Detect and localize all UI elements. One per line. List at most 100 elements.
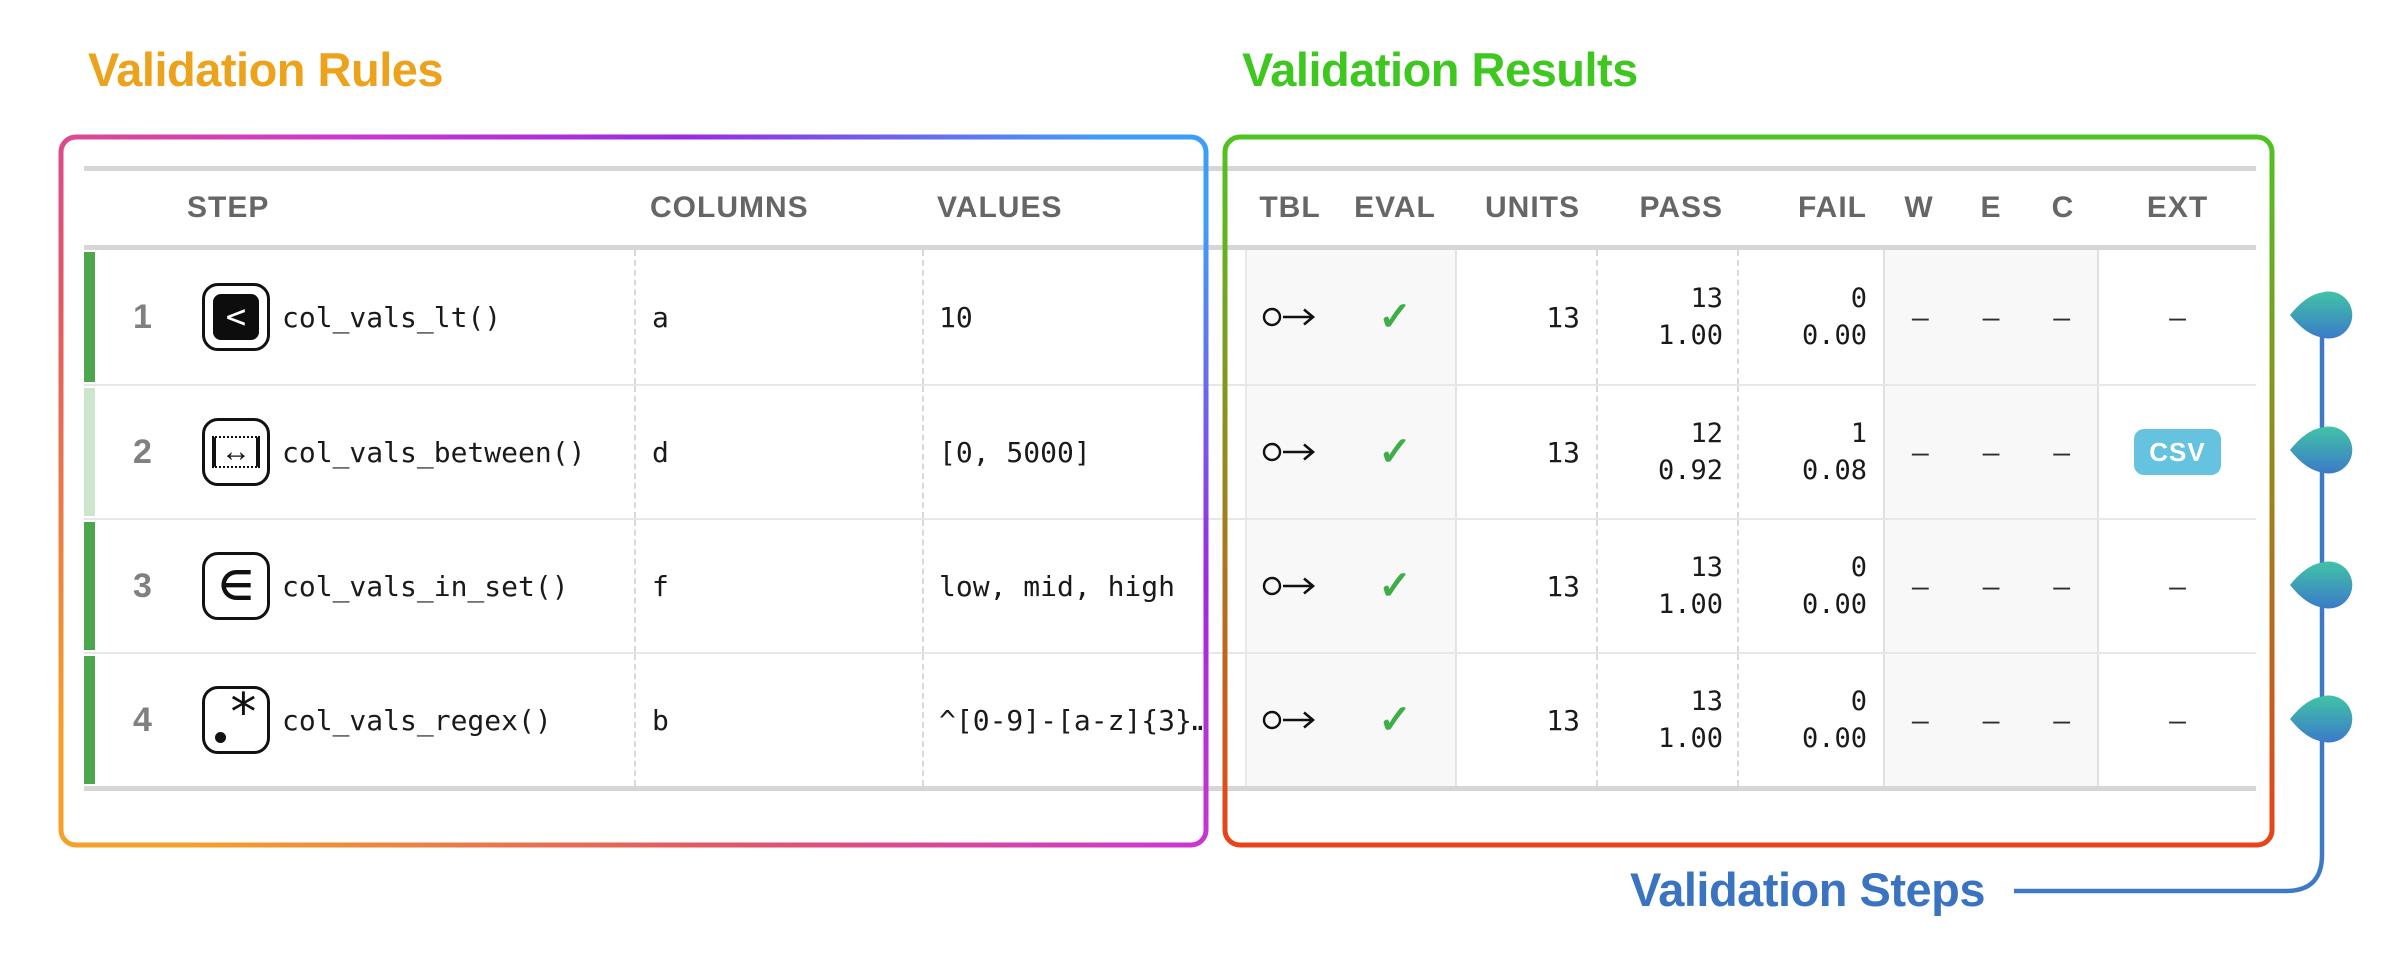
warning-state: — bbox=[1911, 569, 1929, 603]
critical-state: — bbox=[2053, 300, 2071, 334]
validation-fn-label: col_vals_lt() bbox=[282, 300, 502, 334]
header-eval: EVAL bbox=[1354, 191, 1436, 224]
header-step: STEP bbox=[187, 191, 270, 224]
between-icon: ↔ bbox=[202, 418, 270, 486]
tbl-cell bbox=[1245, 520, 1335, 652]
validation-table: STEP COLUMNS VALUES TBL EVAL UNITS PASS … bbox=[84, 166, 2256, 791]
steps-region-title: Validation Steps bbox=[1629, 863, 1986, 916]
extract-cell: — bbox=[2169, 300, 2186, 334]
pass-fraction-strip bbox=[84, 522, 95, 650]
pass-fraction-strip bbox=[84, 252, 95, 382]
pass-count: 13 bbox=[1690, 552, 1723, 583]
fail-fraction: 0.00 bbox=[1801, 723, 1867, 754]
header-fail: FAIL bbox=[1798, 191, 1867, 224]
table-row: 4 * col_vals_regex() b ^[0-9]-[a-z]{3}… … bbox=[84, 652, 2256, 786]
fail-count: 0 bbox=[1850, 283, 1867, 314]
pass-count: 13 bbox=[1690, 686, 1723, 717]
tbl-cell bbox=[1245, 654, 1335, 786]
csv-download-button[interactable]: CSV bbox=[2134, 429, 2221, 475]
eval-check-icon: ✓ bbox=[1378, 430, 1412, 474]
eval-check-icon: ✓ bbox=[1378, 564, 1412, 608]
table-row: 2 ↔ col_vals_between() d [0, 5000] ✓ 13 … bbox=[84, 384, 2256, 518]
header-units: UNITS bbox=[1485, 191, 1580, 224]
error-state: — bbox=[1982, 703, 2000, 737]
regex-dot-glyph bbox=[215, 732, 226, 743]
circle-arrow-icon bbox=[1262, 576, 1316, 596]
critical-state: — bbox=[2053, 569, 2071, 603]
header-columns: COLUMNS bbox=[650, 191, 809, 224]
less-than-icon: < bbox=[202, 283, 270, 351]
validation-fn-label: col_vals_between() bbox=[282, 435, 586, 469]
circle-arrow-icon bbox=[1262, 710, 1316, 730]
warning-state: — bbox=[1911, 703, 1929, 737]
warning-state: — bbox=[1911, 435, 1929, 469]
table-row: 3 ∈ col_vals_in_set() f low, mid, high ✓… bbox=[84, 518, 2256, 652]
values-value: low, mid, high bbox=[922, 520, 1245, 652]
units-value: 13 bbox=[1455, 250, 1596, 384]
extract-cell: — bbox=[2169, 569, 2186, 603]
fail-fraction: 0.08 bbox=[1801, 455, 1867, 486]
validation-fn-label: col_vals_in_set() bbox=[282, 569, 569, 603]
table-header-row: STEP COLUMNS VALUES TBL EVAL UNITS PASS … bbox=[84, 171, 2256, 245]
eval-check-icon: ✓ bbox=[1378, 295, 1412, 339]
validation-fn-label: col_vals_regex() bbox=[282, 703, 552, 737]
header-ext: EXT bbox=[2146, 191, 2209, 224]
extract-cell: CSV bbox=[2099, 386, 2256, 518]
pass-count: 13 bbox=[1690, 283, 1723, 314]
warning-state: — bbox=[1911, 300, 1929, 334]
results-region-title: Validation Results bbox=[1242, 43, 1638, 96]
step-marker-icon bbox=[2290, 291, 2353, 339]
fail-fraction: 0.00 bbox=[1801, 589, 1867, 620]
regex-icon: * bbox=[202, 683, 270, 754]
step-number: 1 bbox=[133, 297, 152, 336]
pass-fraction: 1.00 bbox=[1657, 320, 1723, 351]
header-values: VALUES bbox=[937, 191, 1063, 224]
step-number: 2 bbox=[133, 432, 152, 471]
pass-fraction-strip bbox=[84, 388, 95, 516]
values-value: 10 bbox=[922, 250, 1245, 384]
columns-value: a bbox=[634, 250, 922, 384]
step-marker-icon bbox=[2290, 695, 2353, 743]
columns-value: f bbox=[634, 520, 922, 652]
units-value: 13 bbox=[1455, 654, 1596, 786]
fail-fraction: 0.00 bbox=[1801, 320, 1867, 351]
rules-region-title: Validation Rules bbox=[88, 43, 444, 96]
fail-count: 0 bbox=[1850, 552, 1867, 583]
header-critical: C bbox=[2051, 191, 2075, 224]
table-bottom-border bbox=[84, 786, 2256, 791]
pass-count: 12 bbox=[1690, 418, 1723, 449]
header-pass: PASS bbox=[1639, 191, 1723, 224]
pass-fraction: 1.00 bbox=[1657, 723, 1723, 754]
columns-value: b bbox=[634, 654, 922, 786]
units-value: 13 bbox=[1455, 520, 1596, 652]
pass-fraction: 0.92 bbox=[1657, 455, 1723, 486]
header-tbl: TBL bbox=[1259, 191, 1321, 224]
header-error: E bbox=[1980, 191, 2002, 224]
error-state: — bbox=[1982, 569, 2000, 603]
values-value: ^[0-9]-[a-z]{3}… bbox=[922, 654, 1245, 786]
tbl-cell bbox=[1245, 386, 1335, 518]
step-marker-icon bbox=[2290, 561, 2353, 609]
header-warning: W bbox=[1904, 191, 1934, 224]
tbl-cell bbox=[1245, 250, 1335, 384]
in-set-icon: ∈ bbox=[202, 552, 270, 620]
units-value: 13 bbox=[1455, 386, 1596, 518]
fail-count: 0 bbox=[1850, 686, 1867, 717]
table-row: 1 < col_vals_lt() a 10 ✓ 13 13 1.00 0 0.00 bbox=[84, 250, 2256, 384]
critical-state: — bbox=[2053, 703, 2071, 737]
columns-value: d bbox=[634, 386, 922, 518]
circle-arrow-icon bbox=[1262, 307, 1316, 327]
pass-fraction-strip bbox=[84, 656, 95, 784]
extract-cell: — bbox=[2169, 703, 2186, 737]
eval-check-icon: ✓ bbox=[1378, 698, 1412, 742]
step-number: 3 bbox=[133, 566, 152, 605]
pass-fraction: 1.00 bbox=[1657, 589, 1723, 620]
error-state: — bbox=[1982, 435, 2000, 469]
step-marker-icon bbox=[2290, 426, 2353, 474]
step-number: 4 bbox=[133, 700, 152, 739]
fail-count: 1 bbox=[1850, 418, 1867, 449]
values-value: [0, 5000] bbox=[922, 386, 1245, 518]
critical-state: — bbox=[2053, 435, 2071, 469]
error-state: — bbox=[1982, 300, 2000, 334]
